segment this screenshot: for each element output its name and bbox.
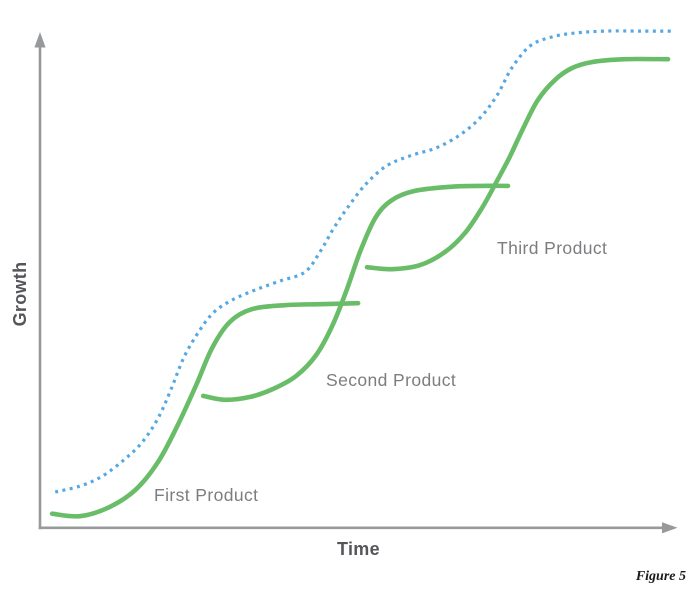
y-axis-arrow-icon (34, 32, 46, 48)
y-axis-label: Growth (10, 261, 30, 327)
third-product-label: Third Product (497, 238, 608, 258)
axes-layer (34, 32, 678, 534)
curve-first-product (49, 300, 361, 519)
curve-third-product (364, 56, 671, 272)
second-product-label: Second Product (326, 370, 457, 390)
figure-caption: Figure 5 (635, 569, 686, 584)
first-product-label: First Product (154, 485, 259, 505)
curve-second-product (200, 183, 511, 403)
curve-growth-envelope (54, 29, 672, 494)
x-axis-label: Time (337, 539, 380, 559)
x-axis-arrow-icon (662, 522, 678, 534)
curves-layer (49, 29, 672, 519)
